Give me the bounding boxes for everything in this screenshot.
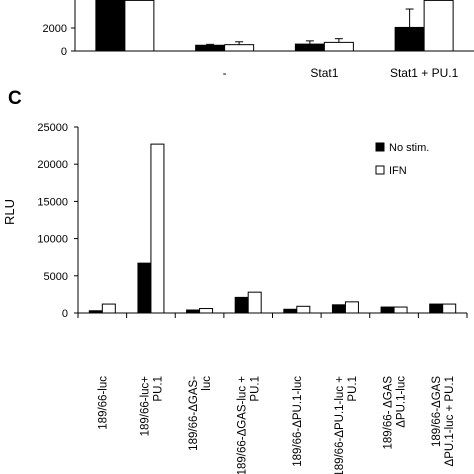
top-y-tick-label: 0 (61, 46, 67, 58)
bar-ifn (150, 143, 165, 314)
top-bar-no-stim- (195, 44, 226, 52)
y-axis-label: RLU (2, 199, 17, 225)
panel-label-c: C (8, 88, 22, 109)
bar-ifn (247, 291, 262, 314)
x-category-label: 189/66-ΔPU.1-luc + (334, 376, 346, 474)
top-category-label: Stat1 + PU.1 (390, 66, 459, 80)
bar-no-stim- (429, 303, 444, 314)
top-bar-ifn (423, 0, 454, 52)
x-category-label: ΔPU.1-luc + PU.1 (444, 376, 456, 466)
top-bar-ifn (323, 41, 354, 52)
y-tick-label: 5000 (44, 271, 68, 283)
top-chart-panel: 0 2000 - Stat1 Stat1 + PU.1 (43, 0, 474, 80)
x-category-label: 189/66-luc+ (139, 376, 151, 437)
top-bar-ifn (124, 0, 155, 52)
top-category-label: - (223, 66, 227, 80)
legend-swatch-ifn (375, 165, 385, 175)
bar-ifn (442, 303, 457, 314)
legend-swatch-no-stim (375, 142, 385, 152)
y-tick-label: 25000 (37, 122, 68, 134)
top-bar-no-stim- (294, 43, 325, 52)
bar-ifn (393, 306, 408, 314)
x-category-label: PU.1 (347, 376, 359, 402)
legend-label-no-stim: No stim. (389, 142, 429, 154)
bar-no-stim- (380, 306, 395, 314)
bar-ifn (344, 301, 359, 314)
x-category-label: 189/66-ΔGAS- (188, 376, 200, 451)
top-y-tick-label: 2000 (43, 23, 67, 35)
bar-ifn (296, 305, 311, 314)
x-category-label: 189/66-ΔPU.1-luc (292, 376, 304, 467)
bar-no-stim- (283, 308, 298, 314)
y-tick-label: 0 (62, 308, 68, 320)
bar-ifn (199, 308, 214, 314)
y-tick-label: 10000 (37, 234, 68, 246)
bar-no-stim- (234, 296, 249, 314)
bar-no-stim- (186, 309, 201, 314)
bar-no-stim- (88, 310, 103, 314)
top-bar-no-stim- (394, 26, 425, 52)
x-category-label: luc (201, 376, 213, 391)
y-tick-label: 15000 (37, 196, 68, 208)
top-bar-ifn (224, 44, 255, 52)
legend: No stim. IFN (375, 142, 429, 177)
bar-no-stim- (137, 262, 152, 314)
x-category-label: 189/66-ΔGAS-luc + (237, 376, 249, 474)
top-bar-no-stim- (95, 0, 126, 52)
y-tick-label: 20000 (37, 159, 68, 171)
x-category-label: PU.1 (152, 376, 164, 402)
x-category-label: 189/66- ΔGAS (383, 376, 395, 450)
x-category-label: 189/66-ΔGAS (431, 376, 443, 447)
x-category-label: ΔPU.1-luc (396, 376, 408, 428)
x-category-label: PU.1 (250, 376, 262, 402)
top-category-label: Stat1 (310, 66, 338, 80)
legend-label-ifn: IFN (389, 165, 407, 177)
bar-ifn (101, 303, 116, 314)
chart-c-panel: 0 5000 10000 15000 20000 25000 189/66-luc 189/6… (37, 122, 468, 474)
x-category-label: 189/66-luc (97, 376, 109, 430)
bar-no-stim- (331, 304, 346, 314)
